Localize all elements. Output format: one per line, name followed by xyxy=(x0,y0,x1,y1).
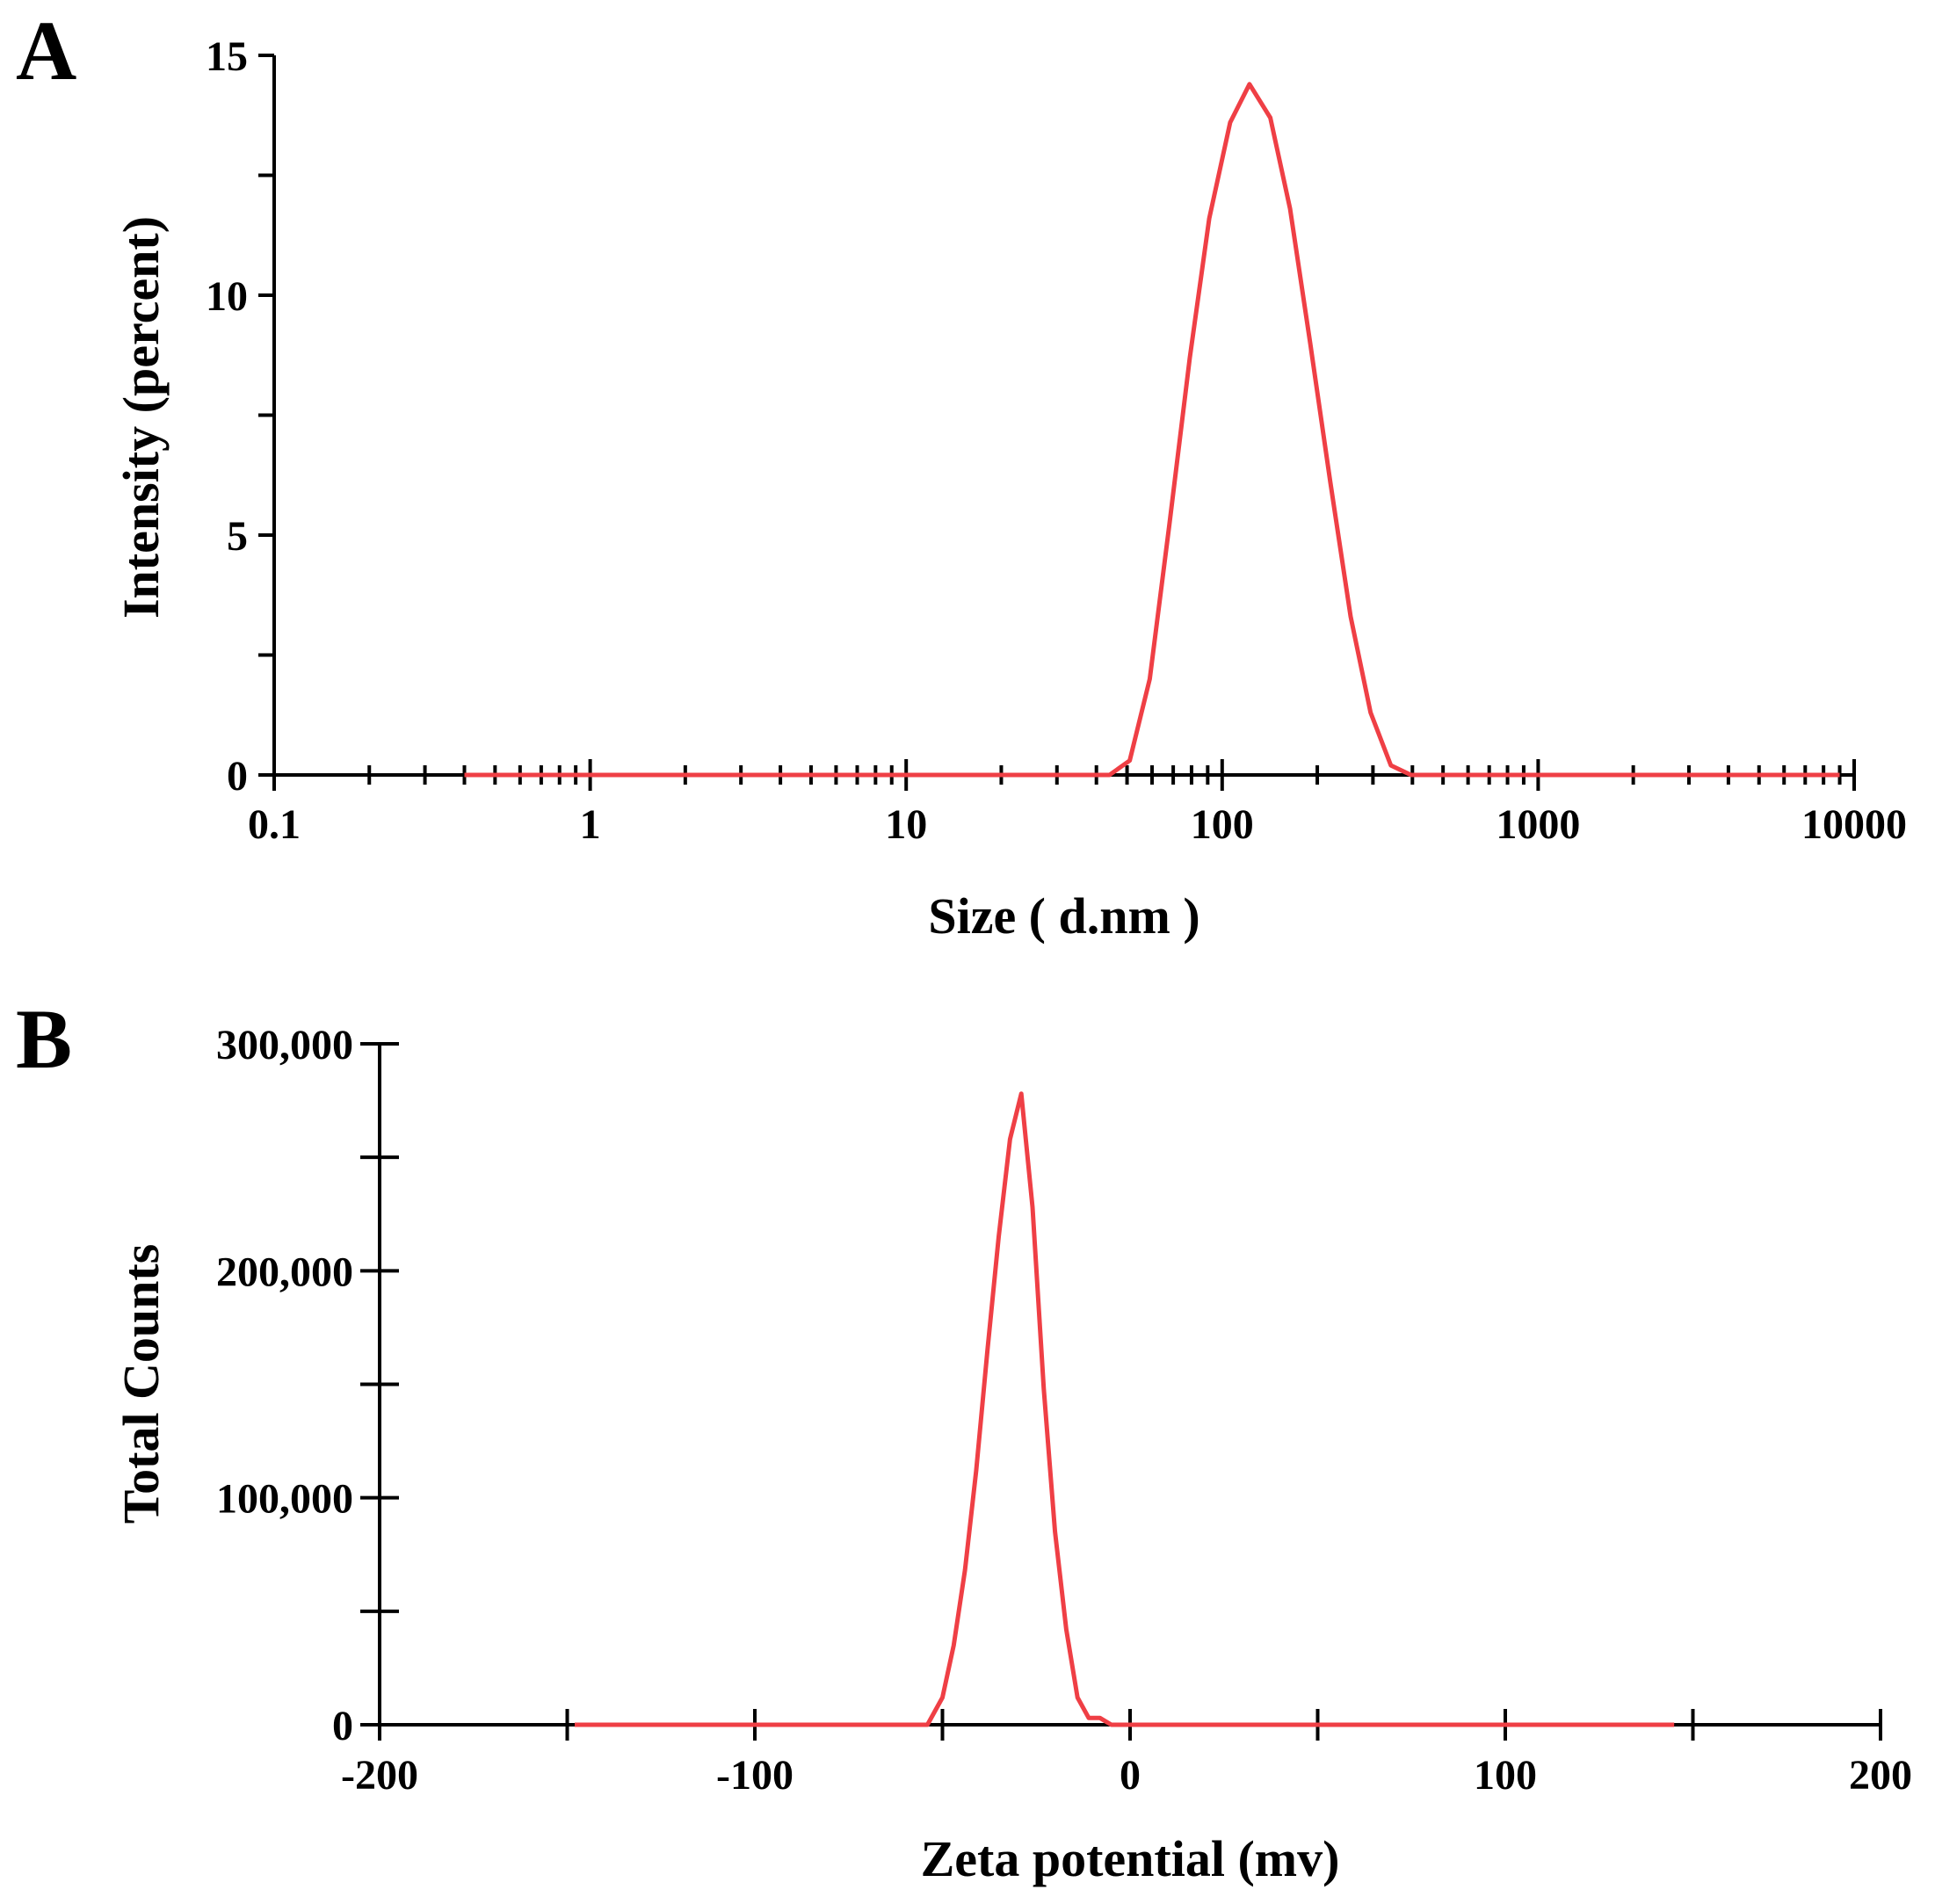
panel-b-x-axis-title: Zeta potential (mv) xyxy=(921,1830,1340,1887)
panel-b-zeta-chart: B -200 -100 0 100 200 0 100,000 200,000 300,000… xyxy=(16,992,1912,1887)
x-tick-label: 1 xyxy=(580,801,601,848)
panel-b-y-ticks xyxy=(360,1042,399,1727)
panel-a-y-ticks xyxy=(258,54,274,777)
y-tick-label: 15 xyxy=(206,33,248,80)
panel-b-x-tick-labels: -200 -100 0 100 200 xyxy=(341,1752,1912,1799)
panel-a-x-tick-labels: 0.1 1 10 100 1000 10000 xyxy=(248,801,1907,848)
panel-b-series-line xyxy=(575,1091,1675,1727)
x-tick-label: 10000 xyxy=(1801,801,1907,848)
panel-b-letter: B xyxy=(16,992,72,1086)
x-tick-label: -200 xyxy=(341,1752,418,1799)
y-tick-label: 5 xyxy=(227,513,248,560)
x-tick-label: 100 xyxy=(1474,1752,1537,1799)
panel-a-letter: A xyxy=(16,4,76,98)
panel-a-series-line xyxy=(464,82,1840,778)
panel-a-y-axis-title: Intensity (percent) xyxy=(112,216,170,619)
y-tick-label: 300,000 xyxy=(216,1022,353,1068)
x-tick-label: 100 xyxy=(1191,801,1254,848)
y-tick-label: 200,000 xyxy=(216,1249,353,1295)
panel-a-size-chart: A 0.1 1 10 100 1000 10000 0 5 10 15 Size ( d.nm … xyxy=(16,4,1907,945)
x-tick-label: -100 xyxy=(716,1752,794,1799)
y-tick-label: 10 xyxy=(206,273,248,320)
x-tick-label: 200 xyxy=(1849,1752,1912,1799)
panel-b-y-axis-title: Total Counts xyxy=(112,1244,170,1524)
x-tick-label: 0 xyxy=(1120,1752,1141,1799)
x-tick-label: 10 xyxy=(885,801,927,848)
x-tick-label: 1000 xyxy=(1496,801,1580,848)
panel-a-x-axis-title: Size ( d.nm ) xyxy=(928,887,1199,945)
panel-a-y-tick-labels: 0 5 10 15 xyxy=(206,33,248,800)
y-tick-label: 100,000 xyxy=(216,1476,353,1523)
panel-b-y-tick-labels: 0 100,000 200,000 300,000 xyxy=(216,1022,353,1749)
x-tick-label: 0.1 xyxy=(248,801,301,848)
y-tick-label: 0 xyxy=(227,753,248,800)
y-tick-label: 0 xyxy=(332,1703,353,1749)
